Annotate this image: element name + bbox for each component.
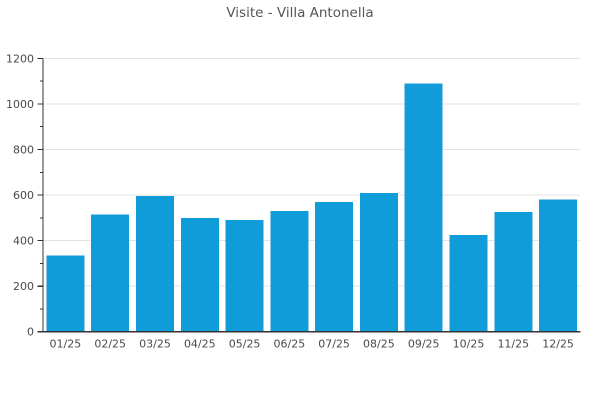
x-tick-label: 01/25 (50, 338, 82, 351)
bar (270, 211, 309, 332)
x-axis-labels: 01/25 02/25 03/25 04/25 05/25 06/25 07/25 08/25… (50, 338, 574, 351)
x-tick-label: 06/25 (274, 338, 306, 351)
bar (404, 83, 443, 332)
gridlines (43, 57, 581, 287)
bar (359, 192, 398, 332)
x-tick-label: 02/25 (94, 338, 126, 351)
bar (539, 199, 578, 332)
x-tick-label: 10/25 (453, 338, 485, 351)
x-tick-label: 05/25 (229, 338, 261, 351)
x-tick-label: 07/25 (318, 338, 350, 351)
y-tick-label: 400 (13, 235, 34, 248)
bar (46, 255, 85, 332)
bar (136, 196, 174, 332)
x-tick-label: 03/25 (139, 338, 171, 351)
y-tick-label: 600 (13, 189, 34, 202)
bar (449, 234, 488, 332)
x-tick-label: 09/25 (408, 338, 440, 351)
bar (91, 214, 130, 332)
y-axis-ticks: 0 200 400 600 800 1000 1200 (6, 52, 43, 339)
chart-title: Visite - Villa Antonella (226, 5, 373, 21)
bar (180, 217, 219, 332)
bar (315, 201, 354, 332)
bars-group (46, 83, 578, 332)
y-tick-label: 800 (13, 144, 34, 157)
bar (494, 212, 533, 332)
x-tick-label: 11/25 (497, 338, 529, 351)
y-tick-label: 1000 (6, 98, 34, 111)
x-tick-label: 12/25 (542, 338, 574, 351)
y-tick-label: 0 (27, 326, 34, 339)
bar (225, 220, 264, 332)
y-tick-label: 200 (13, 280, 34, 293)
x-tick-label: 04/25 (184, 338, 216, 351)
y-tick-label: 1200 (6, 52, 34, 65)
x-tick-label: 08/25 (363, 338, 395, 351)
